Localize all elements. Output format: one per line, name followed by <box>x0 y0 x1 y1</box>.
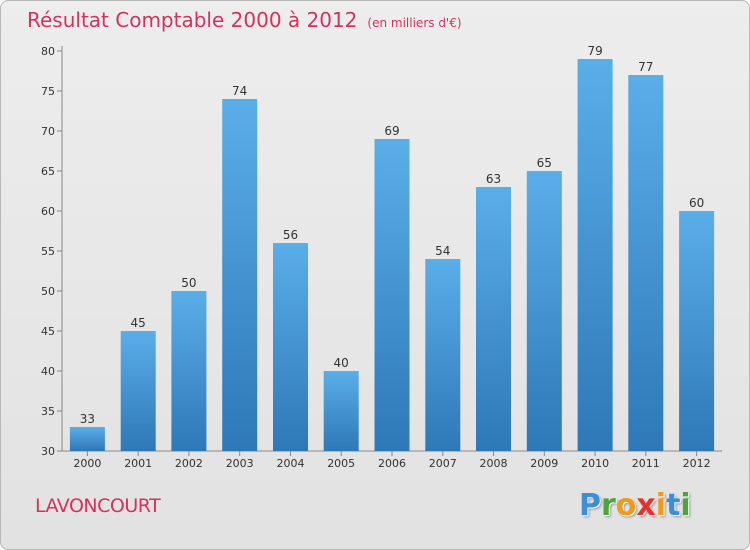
x-tick-label: 2011 <box>632 457 660 470</box>
x-tick-label: 2009 <box>530 457 558 470</box>
bar <box>425 259 461 451</box>
bar-value-label: 54 <box>435 244 450 258</box>
x-tick-label: 2007 <box>429 457 457 470</box>
bar <box>222 99 258 451</box>
chart-subtitle: (en milliers d'€) <box>367 16 462 30</box>
x-tick-label: 2006 <box>378 457 406 470</box>
bar-value-label: 79 <box>587 44 602 58</box>
chart-title-text: Résultat Comptable 2000 à 2012 <box>27 8 358 32</box>
y-tick-label: 60 <box>41 205 55 218</box>
x-tick-label: 2002 <box>175 457 203 470</box>
bar <box>171 291 207 451</box>
y-tick-label: 70 <box>41 125 55 138</box>
x-tick-label: 2004 <box>277 457 305 470</box>
bar-value-label: 69 <box>384 124 399 138</box>
logo-letter: r <box>601 488 616 523</box>
bar <box>476 187 511 451</box>
logo-letter: x <box>636 488 656 523</box>
bar-value-label: 56 <box>283 228 298 242</box>
y-tick-label: 35 <box>41 405 55 418</box>
bar-value-label: 50 <box>181 276 196 290</box>
location-label: LAVONCOURT <box>35 495 161 517</box>
chart-title: Résultat Comptable 2000 à 2012 (en millie… <box>27 8 462 32</box>
y-tick-label: 50 <box>41 285 55 298</box>
bar <box>679 211 715 451</box>
x-tick-label: 2012 <box>683 457 711 470</box>
x-tick-label: 2003 <box>226 457 254 470</box>
y-tick-label: 55 <box>41 245 55 258</box>
bar <box>526 171 562 451</box>
bar <box>273 243 308 451</box>
y-tick-label: 75 <box>41 85 55 98</box>
x-tick-label: 2005 <box>327 457 355 470</box>
bar <box>120 331 156 451</box>
logo-letter: t <box>666 488 681 523</box>
logo-letter: i <box>680 488 691 523</box>
y-tick-label: 80 <box>41 45 55 58</box>
bar <box>69 427 105 451</box>
bar <box>374 139 410 451</box>
bar <box>628 75 664 451</box>
logo-letter: i <box>655 488 667 523</box>
bar <box>323 371 359 451</box>
x-tick-label: 2000 <box>73 457 101 470</box>
y-tick-label: 40 <box>41 365 55 378</box>
logo-letter: P <box>579 488 601 523</box>
bar-value-label: 60 <box>689 196 704 210</box>
bar-value-label: 74 <box>232 84 247 98</box>
x-tick-label: 2008 <box>480 457 508 470</box>
bar-value-label: 33 <box>80 412 95 426</box>
bar <box>577 59 613 451</box>
bar-value-label: 45 <box>131 316 146 330</box>
proxiti-logo: Proxiti <box>579 488 691 523</box>
bar-value-label: 77 <box>638 60 653 74</box>
bar-value-label: 63 <box>486 172 501 186</box>
y-tick-label: 30 <box>41 445 55 458</box>
y-tick-label: 65 <box>41 165 55 178</box>
bar-value-label: 65 <box>537 156 552 170</box>
logo-letter: o <box>615 488 637 523</box>
bar-value-label: 40 <box>334 356 349 370</box>
x-tick-label: 2001 <box>124 457 152 470</box>
x-tick-label: 2010 <box>581 457 609 470</box>
y-tick-label: 45 <box>41 325 55 338</box>
